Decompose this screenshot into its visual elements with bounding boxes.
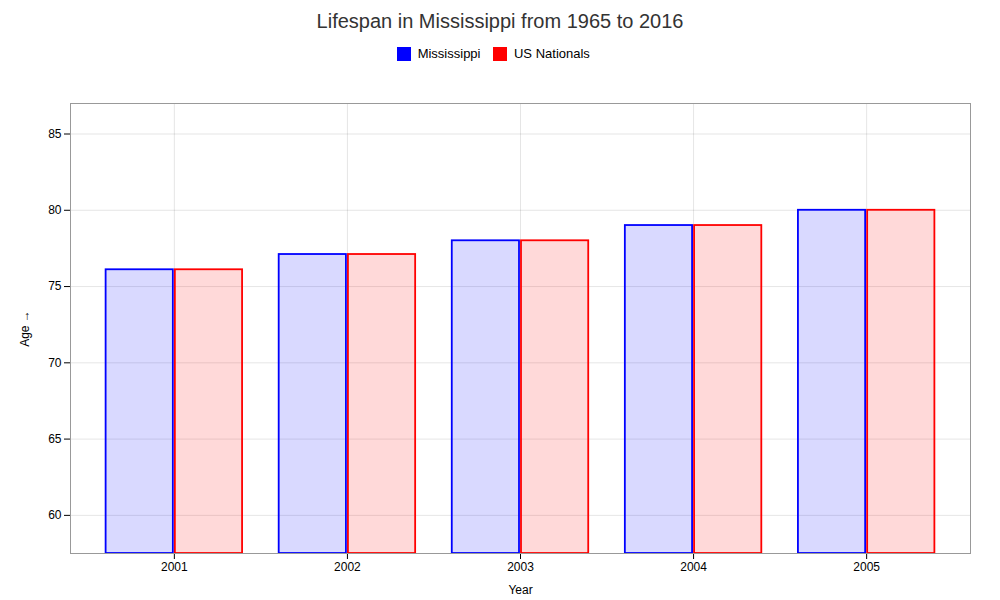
svg-text:80: 80: [48, 203, 62, 217]
html-text:Lifespan in Mississippi from 1: Lifespan in Mississippi from 1965 to 201…: [316, 10, 684, 32]
svg-text:65: 65: [48, 431, 62, 445]
html-text:Mississippi: Mississippi: [417, 46, 481, 61]
svg-text:2004: 2004: [680, 560, 707, 574]
svg-text:75: 75: [48, 279, 62, 293]
svg-text:2001: 2001: [161, 560, 188, 574]
svg-text:Year: Year: [508, 582, 532, 596]
html-text:US Nationals: US Nationals: [514, 46, 590, 61]
svg-text:2003: 2003: [507, 560, 534, 574]
svg-text:Age →: Age →: [18, 310, 32, 347]
svg-text:70: 70: [48, 355, 62, 369]
svg-text:60: 60: [48, 508, 62, 522]
svg-text:2002: 2002: [334, 560, 361, 574]
svg-text:2005: 2005: [853, 560, 880, 574]
svg-text:85: 85: [48, 126, 62, 140]
